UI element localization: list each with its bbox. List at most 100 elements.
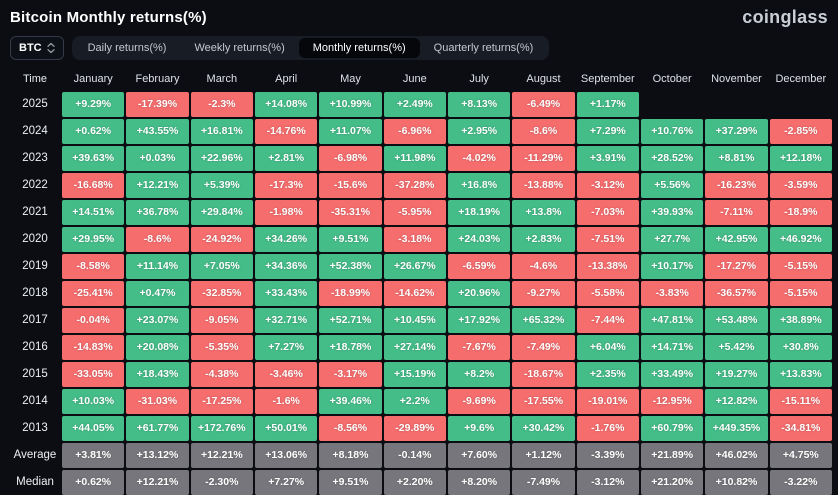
return-cell: +5.42%	[705, 335, 768, 360]
row-label: 2015	[22, 368, 48, 380]
return-cell: +30.42%	[512, 416, 575, 441]
table-row-2017: 2017 -0.04% +23.07% -9.05% +32.71% +52.71% +10…	[10, 308, 832, 333]
return-cell: +50.01%	[254, 416, 318, 441]
return-cell: +12.82%	[705, 389, 768, 414]
return-cell: +9.29%	[62, 92, 125, 117]
tab-daily-returns[interactable]: Daily returns(%)	[74, 38, 181, 58]
return-cell: +39.93%	[640, 200, 704, 225]
return-cell: -4.02%	[447, 146, 511, 171]
return-cell: -3.17%	[319, 362, 382, 387]
return-cell: +28.52%	[640, 146, 704, 171]
return-cell: -1.98%	[254, 200, 318, 225]
return-cell: +8.81%	[705, 146, 768, 171]
month-column-header: June	[402, 73, 427, 85]
returns-table: Time January February March April May June July…	[10, 68, 832, 495]
table-row-2025: 2025 +9.29% -17.39% -2.3% +14.08% +10.99% +2.4…	[10, 92, 832, 117]
return-cell: +38.89%	[769, 308, 832, 333]
return-cell: +13.12%	[126, 443, 189, 468]
return-cell: -1.76%	[576, 416, 639, 441]
return-cell: -14.62%	[383, 281, 446, 306]
return-cell: -18.67%	[512, 362, 575, 387]
return-cell: +11.98%	[383, 146, 446, 171]
return-cell: +32.71%	[254, 308, 318, 333]
return-cell: -34.81%	[769, 416, 832, 441]
return-cell: +23.07%	[126, 308, 189, 333]
return-cell: -12.95%	[640, 389, 704, 414]
tab-quarterly-returns[interactable]: Quarterly returns(%)	[420, 38, 548, 58]
tab-monthly-returns[interactable]: Monthly returns(%)	[298, 38, 420, 58]
table-row-2024: 2024 +0.62% +43.55% +16.81% -14.76% +11.07% -6…	[10, 119, 832, 144]
return-cell: -17.3%	[254, 173, 318, 198]
return-cell	[641, 92, 703, 117]
return-cell: +10.45%	[383, 308, 446, 333]
return-cell: +52.71%	[319, 308, 382, 333]
return-cell: -7.44%	[576, 308, 639, 333]
return-cell: -8.6%	[512, 119, 575, 144]
return-cell: -7.49%	[512, 470, 575, 495]
return-cell: +39.63%	[62, 146, 125, 171]
return-cell: +37.29%	[705, 119, 768, 144]
return-cell: +2.20%	[383, 470, 446, 495]
return-cell: +29.95%	[62, 227, 125, 252]
return-cell: -14.76%	[254, 119, 318, 144]
table-row-2013: 2013 +44.05% +61.77% +172.76% +50.01% -8.56% -…	[10, 416, 832, 441]
row-label: 2016	[22, 341, 48, 353]
return-cell: -33.05%	[62, 362, 125, 387]
return-cell: -7.67%	[447, 335, 511, 360]
return-cell: +46.92%	[769, 227, 832, 252]
controls-bar: BTC Daily returns(%) Weekly returns(%) Mon…	[10, 36, 828, 60]
return-cell: -3.12%	[576, 173, 639, 198]
time-column-header: Time	[22, 73, 48, 85]
return-cell: +18.43%	[126, 362, 189, 387]
return-cell: -9.27%	[512, 281, 575, 306]
return-cell: -6.49%	[512, 92, 575, 117]
return-cell: -24.92%	[190, 227, 253, 252]
return-cell: -37.28%	[383, 173, 446, 198]
return-cell: +9.51%	[319, 470, 382, 495]
row-label: Average	[13, 449, 57, 461]
return-cell: -5.58%	[576, 281, 639, 306]
return-cell: -6.96%	[383, 119, 446, 144]
coin-selector[interactable]: BTC	[10, 36, 64, 60]
return-cell: -5.35%	[190, 335, 253, 360]
row-label: 2022	[22, 179, 48, 191]
return-cell: +52.38%	[319, 254, 382, 279]
return-cell: +42.95%	[705, 227, 768, 252]
return-cell: +2.2%	[383, 389, 446, 414]
return-cell: +0.62%	[62, 119, 125, 144]
row-label: 2019	[22, 260, 48, 272]
return-cell: -1.6%	[254, 389, 318, 414]
return-cell: +11.07%	[319, 119, 382, 144]
table-row-2014: 2014 +10.03% -31.03% -17.25% -1.6% +39.46% +2.…	[10, 389, 832, 414]
row-label: 2017	[22, 314, 48, 326]
return-cell: -11.29%	[512, 146, 575, 171]
return-cell: +1.17%	[576, 92, 639, 117]
return-cell: +21.20%	[640, 470, 704, 495]
return-cell: -7.51%	[576, 227, 639, 252]
return-cell: +7.60%	[447, 443, 511, 468]
return-cell: +16.81%	[190, 119, 253, 144]
return-cell: +13.83%	[769, 362, 832, 387]
return-cell: +61.77%	[126, 416, 189, 441]
return-cell: +4.75%	[769, 443, 832, 468]
return-cell: -32.85%	[190, 281, 253, 306]
return-cell: +5.39%	[190, 173, 253, 198]
return-cell: +47.81%	[640, 308, 704, 333]
return-cell: -18.9%	[769, 200, 832, 225]
month-column-header: September	[580, 73, 635, 85]
return-cell: -5.95%	[383, 200, 446, 225]
return-cell: +8.20%	[447, 470, 511, 495]
tab-weekly-returns[interactable]: Weekly returns(%)	[180, 38, 298, 58]
return-cell: -0.14%	[383, 443, 446, 468]
return-cell: -18.99%	[319, 281, 382, 306]
return-cell	[705, 92, 767, 117]
return-cell: +11.14%	[126, 254, 189, 279]
table-row-2015: 2015 -33.05% +18.43% -4.38% -3.46% -3.17% +15.…	[10, 362, 832, 387]
return-cell: +10.03%	[62, 389, 125, 414]
return-cell: +8.18%	[319, 443, 382, 468]
row-label: 2021	[22, 206, 48, 218]
return-cell: -3.83%	[640, 281, 704, 306]
return-cell: -6.98%	[319, 146, 382, 171]
return-cell: -14.83%	[62, 335, 125, 360]
